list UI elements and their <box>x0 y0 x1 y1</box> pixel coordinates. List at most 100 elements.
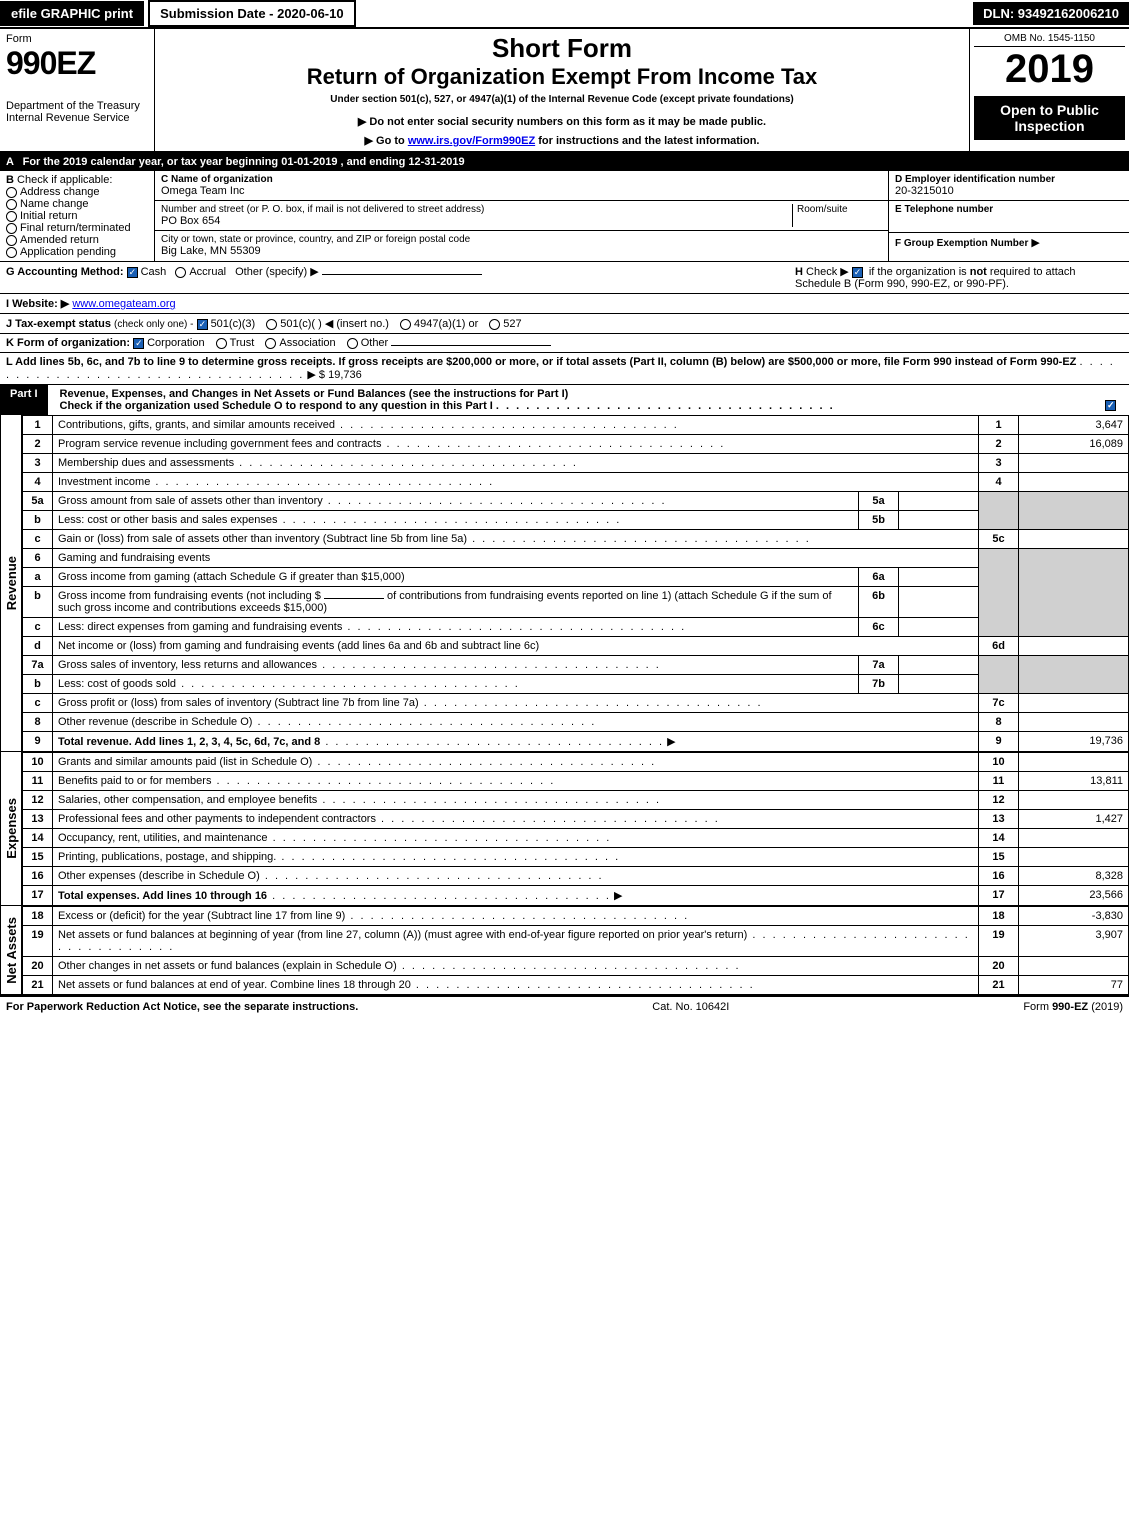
revenue-sidelabel: Revenue <box>2 552 21 614</box>
line-5b-num: b <box>23 511 53 530</box>
line-10-amt <box>1019 753 1129 772</box>
chk-other-org[interactable] <box>347 338 358 349</box>
table-row: 12Salaries, other compensation, and empl… <box>23 791 1129 810</box>
chk-association[interactable] <box>265 338 276 349</box>
line-l-row: L Add lines 5b, 6c, and 7b to line 9 to … <box>0 353 1129 385</box>
chk-initial-return[interactable]: Initial return <box>6 210 148 222</box>
table-row: cGross profit or (loss) from sales of in… <box>23 694 1129 713</box>
chk-schedule-b-not-required[interactable] <box>852 267 863 278</box>
ssn-warning: ▶ Do not enter social security numbers o… <box>163 115 961 128</box>
line-5c-ref: 5c <box>979 530 1019 549</box>
dln-label: DLN: 93492162006210 <box>973 2 1129 25</box>
chk-schedule-o-used[interactable] <box>1105 400 1116 411</box>
chk-application-pending-label: Application pending <box>20 246 116 258</box>
line-8-ref: 8 <box>979 713 1019 732</box>
irs-link[interactable]: www.irs.gov/Form990EZ <box>408 135 535 147</box>
revenue-section: Revenue 1Contributions, gifts, grants, a… <box>0 415 1129 752</box>
chk-address-change[interactable]: Address change <box>6 186 148 198</box>
line-12-num: 12 <box>23 791 53 810</box>
chk-501c3-label: 501(c)(3) <box>211 318 256 330</box>
website-link[interactable]: www.omegateam.org <box>72 298 175 310</box>
line-6d-text: Net income or (loss) from gaming and fun… <box>53 637 979 656</box>
chk-address-change-label: Address change <box>20 186 100 198</box>
irs-label: Internal Revenue Service <box>6 112 148 124</box>
table-row: 20 Other changes in net assets or fund ba… <box>23 957 1129 976</box>
line-h-check: Check ▶ <box>806 266 849 278</box>
submission-date-button[interactable]: Submission Date - 2020-06-10 <box>148 0 356 27</box>
line-21-text: Net assets or fund balances at end of ye… <box>58 979 411 991</box>
line-18-num: 18 <box>23 907 53 926</box>
line-6c-subref: 6c <box>859 618 899 637</box>
line-17-num: 17 <box>23 886 53 906</box>
line-5b-subamt <box>899 511 979 530</box>
line-11-ref: 11 <box>979 772 1019 791</box>
table-row: 3Membership dues and assessments3 <box>23 454 1129 473</box>
under-section: Under section 501(c), 527, or 4947(a)(1)… <box>163 94 961 105</box>
line-15-amt <box>1019 848 1129 867</box>
line-20-text: Other changes in net assets or fund bala… <box>58 960 397 972</box>
chk-initial-return-label: Initial return <box>20 210 77 222</box>
chk-4947-label: 4947(a)(1) or <box>414 318 478 330</box>
line-4-amt <box>1019 473 1129 492</box>
line-19-amt: 3,907 <box>1019 926 1129 957</box>
line-5a-num: 5a <box>23 492 53 511</box>
netassets-sidelabel: Net Assets <box>2 913 21 988</box>
chk-4947[interactable] <box>400 319 411 330</box>
line-2-num: 2 <box>23 435 53 454</box>
footer-catno: Cat. No. 10642I <box>652 1001 729 1013</box>
part1-title: Revenue, Expenses, and Changes in Net As… <box>60 388 406 400</box>
chk-association-label: Association <box>279 337 335 349</box>
line-5a-text: Gross amount from sale of assets other t… <box>58 495 323 507</box>
table-row: 9Total revenue. Add lines 1, 2, 3, 4, 5c… <box>23 732 1129 752</box>
line-6-num: 6 <box>23 549 53 568</box>
room-suite-label: Room/suite <box>792 204 882 227</box>
chk-application-pending[interactable]: Application pending <box>6 246 148 258</box>
tax-year: 2019 <box>974 47 1125 92</box>
line-7c-ref: 7c <box>979 694 1019 713</box>
line-21-num: 21 <box>23 976 53 995</box>
part1-header: Part I Revenue, Expenses, and Changes in… <box>0 385 1129 415</box>
line-5a-subref: 5a <box>859 492 899 511</box>
return-title: Return of Organization Exempt From Incom… <box>163 64 961 90</box>
table-row: cLess: direct expenses from gaming and f… <box>23 618 1129 637</box>
chk-cash[interactable] <box>127 267 138 278</box>
table-row: 17Total expenses. Add lines 10 through 1… <box>23 886 1129 906</box>
table-row: 7aGross sales of inventory, less returns… <box>23 656 1129 675</box>
line-6d-ref: 6d <box>979 637 1019 656</box>
line-21-ref: 21 <box>979 976 1019 995</box>
box-b: B Check if applicable: <box>6 174 148 186</box>
box-e-label: E Telephone number <box>895 204 1123 215</box>
line-10-text: Grants and similar amounts paid (list in… <box>58 756 312 768</box>
box-b-checkif: Check if applicable: <box>17 174 112 186</box>
table-row: bLess: cost of goods sold7b <box>23 675 1129 694</box>
line-6b-subref: 6b <box>859 587 899 618</box>
page-footer: For Paperwork Reduction Act Notice, see … <box>0 995 1129 1017</box>
box-d-label: D Employer identification number <box>895 174 1123 185</box>
box-f-label: F Group Exemption Number <box>895 238 1028 249</box>
chk-other-org-label: Other <box>361 337 389 349</box>
chk-527[interactable] <box>489 319 500 330</box>
table-row: 8Other revenue (describe in Schedule O)8 <box>23 713 1129 732</box>
chk-final-return[interactable]: Final return/terminated <box>6 222 148 234</box>
chk-501c3[interactable] <box>197 319 208 330</box>
line-7b-num: b <box>23 675 53 694</box>
chk-name-change-label: Name change <box>20 198 89 210</box>
table-row: dNet income or (loss) from gaming and fu… <box>23 637 1129 656</box>
line-6c-subamt <box>899 618 979 637</box>
line-6d-amt <box>1019 637 1129 656</box>
efile-print-button[interactable]: efile GRAPHIC print <box>0 1 144 26</box>
line-15-ref: 15 <box>979 848 1019 867</box>
table-row: 18Excess or (deficit) for the year (Subt… <box>23 907 1129 926</box>
chk-amended-return[interactable]: Amended return <box>6 234 148 246</box>
chk-name-change[interactable]: Name change <box>6 198 148 210</box>
chk-trust[interactable] <box>216 338 227 349</box>
chk-corporation[interactable] <box>133 338 144 349</box>
ein-value: 20-3215010 <box>895 185 1123 197</box>
line-20-num: 20 <box>23 957 53 976</box>
chk-501c[interactable] <box>266 319 277 330</box>
line-7b-subref: 7b <box>859 675 899 694</box>
chk-accrual[interactable] <box>175 267 186 278</box>
box-c-city-label: City or town, state or province, country… <box>161 234 882 245</box>
line-11-text: Benefits paid to or for members <box>58 775 211 787</box>
table-row: 11Benefits paid to or for members1113,81… <box>23 772 1129 791</box>
